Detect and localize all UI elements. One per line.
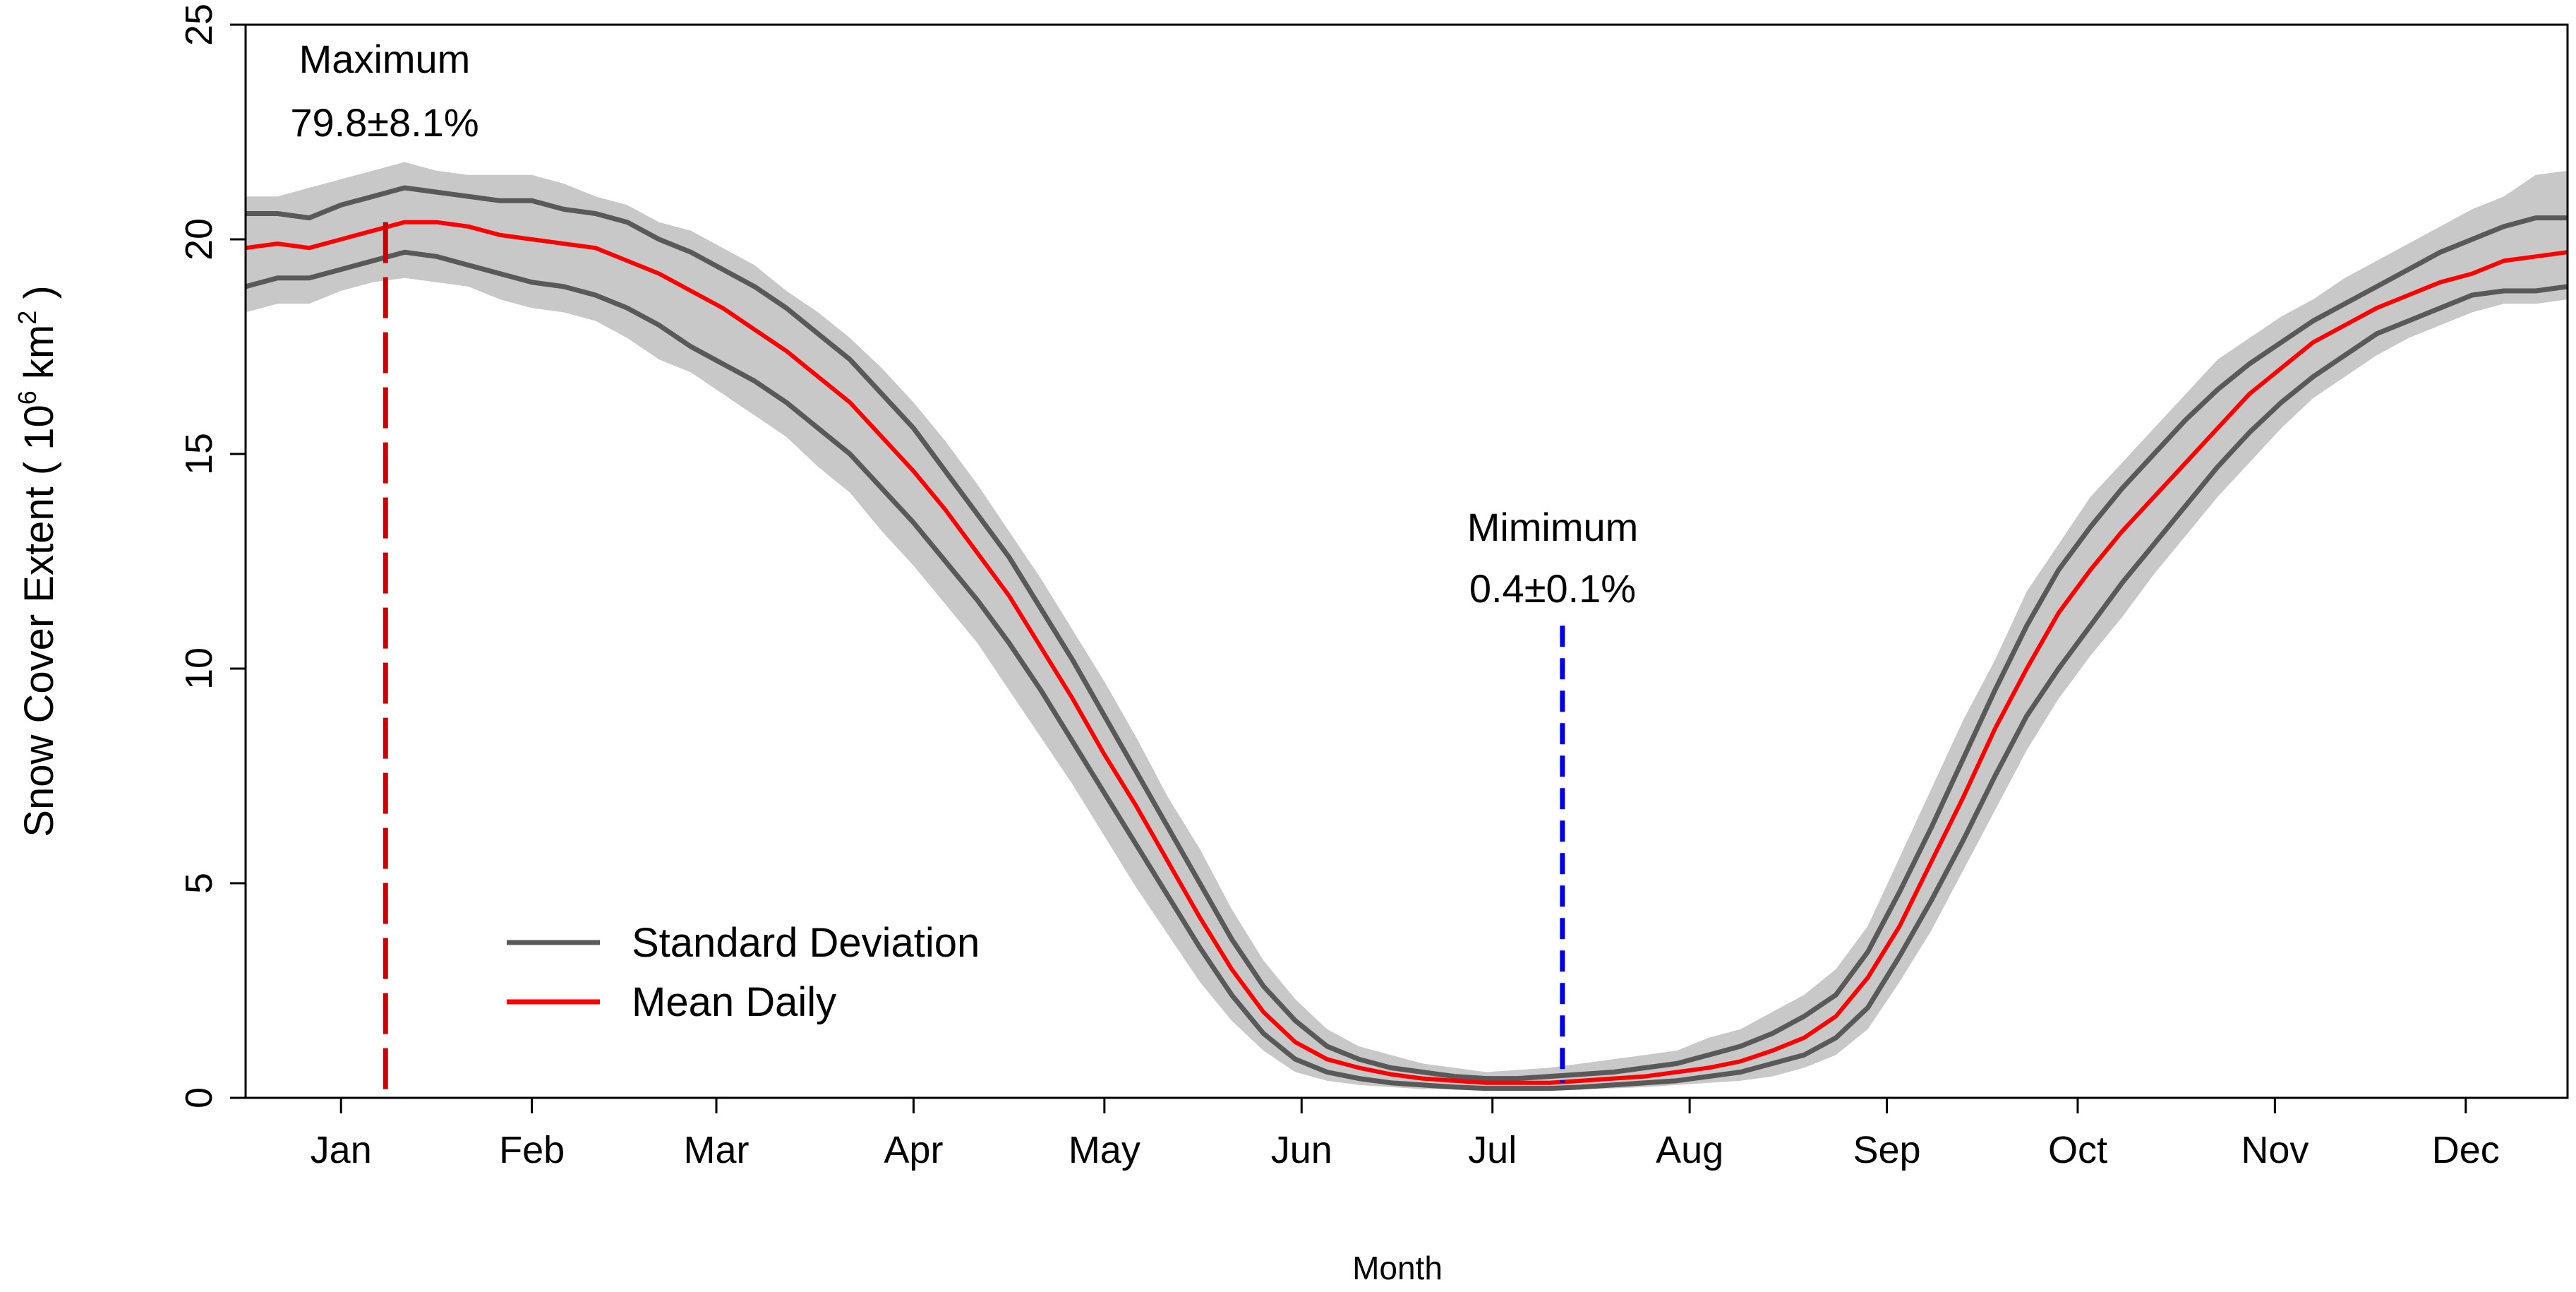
y-label-unit-exponent: 2 [13,311,42,325]
x-tick-label: May [1069,1129,1140,1171]
y-label-unit: km [16,325,62,390]
y-axis: 0 5 10 15 20 25 [178,4,246,1108]
y-label-exponent: 6 [13,390,42,405]
x-tick-label: Sep [1853,1129,1920,1171]
x-tick-label: Feb [499,1129,565,1171]
y-tick-label: 5 [178,873,220,894]
range-band [246,162,2568,1091]
x-tick-label: Jul [1468,1129,1517,1171]
series-line-standard-deviation-lower [245,249,2568,1091]
x-tick-label: Oct [2048,1129,2107,1171]
series-line-mean-daily [245,220,2568,1085]
legend-label-standard-deviation: Standard Deviation [632,920,980,966]
y-tick-label: 25 [178,4,220,46]
y-label-main: Snow Cover Extent ( 10 [16,405,62,837]
x-tick-label: Dec [2432,1129,2500,1171]
min-annotation-value: 0.4±0.1% [1469,566,1636,611]
x-tick-label: Apr [884,1129,943,1171]
series-layer [245,185,2568,1091]
x-tick-label: Nov [2241,1129,2309,1171]
plot-frame [244,23,2569,1099]
y-label-close: ) [16,285,62,310]
annotation-layer: Maximum 79.8±8.1% Mimimum 0.4±0.1% [290,37,1638,1098]
x-tick-label: Jun [1271,1129,1332,1171]
range-band-layer [246,162,2568,1091]
x-tick-label: Jan [311,1129,372,1171]
legend-label-mean-daily: Mean Daily [632,979,836,1025]
x-tick-label: Aug [1656,1129,1723,1171]
max-annotation-value: 79.8±8.1% [290,100,479,145]
x-axis-label: Month [1352,1250,1443,1286]
y-tick-label: 20 [178,218,220,261]
legend: Standard Deviation Mean Daily [507,920,980,1025]
y-axis-label: Snow Cover Extent ( 106 km2 ) [13,285,62,837]
y-tick-label: 10 [178,647,220,690]
min-annotation-title: Mimimum [1467,505,1639,549]
y-tick-label: 15 [178,433,220,475]
max-annotation-title: Maximum [299,37,471,81]
x-axis: Jan Feb Mar Apr May Jun Jul Aug Sep Oct Nov Dec [311,1098,2500,1171]
series-line-standard-deviation-upper [246,185,2568,1082]
x-tick-label: Mar [684,1129,750,1171]
y-tick-label: 0 [178,1087,220,1108]
